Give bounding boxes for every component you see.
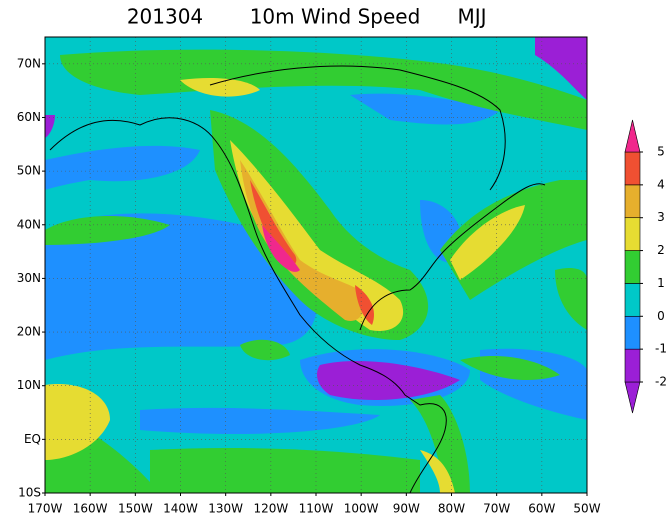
lon-label: 60W (528, 502, 555, 516)
lon-label: 170W (28, 502, 63, 516)
colorbar-label: 0 (657, 309, 665, 323)
colorbar-label: -2 (655, 375, 667, 389)
colorbar-box (624, 250, 641, 284)
lat-label: EQ (24, 432, 41, 446)
colorbar-high (624, 119, 641, 153)
colorbar-label: 4 (657, 177, 665, 191)
colorbar-label: -1 (655, 342, 667, 356)
grid (45, 37, 587, 493)
lon-label: 160W (73, 502, 108, 516)
lon-label: 70W (483, 502, 510, 516)
colorbar-box (624, 348, 641, 383)
lon-label: 50W (573, 502, 600, 516)
lon-label: 140W (163, 502, 198, 516)
colorbar-box (624, 184, 641, 219)
colorbar-label: 2 (657, 243, 665, 257)
title-variable: 10m Wind Speed (250, 5, 421, 29)
colorbar-box (624, 151, 641, 186)
colorbar: -2 -1 0 1 2 3 4 5 (624, 119, 667, 414)
colorbar-box (624, 283, 641, 317)
colorbar-low (624, 381, 641, 414)
lat-label: 50N (17, 164, 41, 178)
colorbar-box (624, 217, 641, 251)
lat-label: 60N (17, 110, 41, 124)
title-season: MJJ (457, 5, 486, 29)
colorbar-label: 5 (657, 145, 665, 159)
lon-label: 90W (393, 502, 420, 516)
lon-label: 110W (299, 502, 334, 516)
lon-label: 80W (438, 502, 465, 516)
colorbar-label: 1 (657, 276, 665, 290)
lon-label: 120W (253, 502, 288, 516)
lon-label: 100W (344, 502, 379, 516)
lat-label: 40N (17, 217, 41, 231)
lat-label: 20N (17, 325, 41, 339)
title-date: 201304 (127, 5, 203, 29)
wind-field (45, 37, 587, 493)
lat-label: 70N (17, 56, 41, 70)
lat-label: 30N (17, 271, 41, 285)
lon-label: 130W (208, 502, 243, 516)
lon-label: 150W (118, 502, 153, 516)
colorbar-box (624, 315, 641, 350)
lat-label: 10S (18, 486, 41, 500)
lat-label: 10N (17, 378, 41, 392)
colorbar-label: 3 (657, 210, 665, 224)
